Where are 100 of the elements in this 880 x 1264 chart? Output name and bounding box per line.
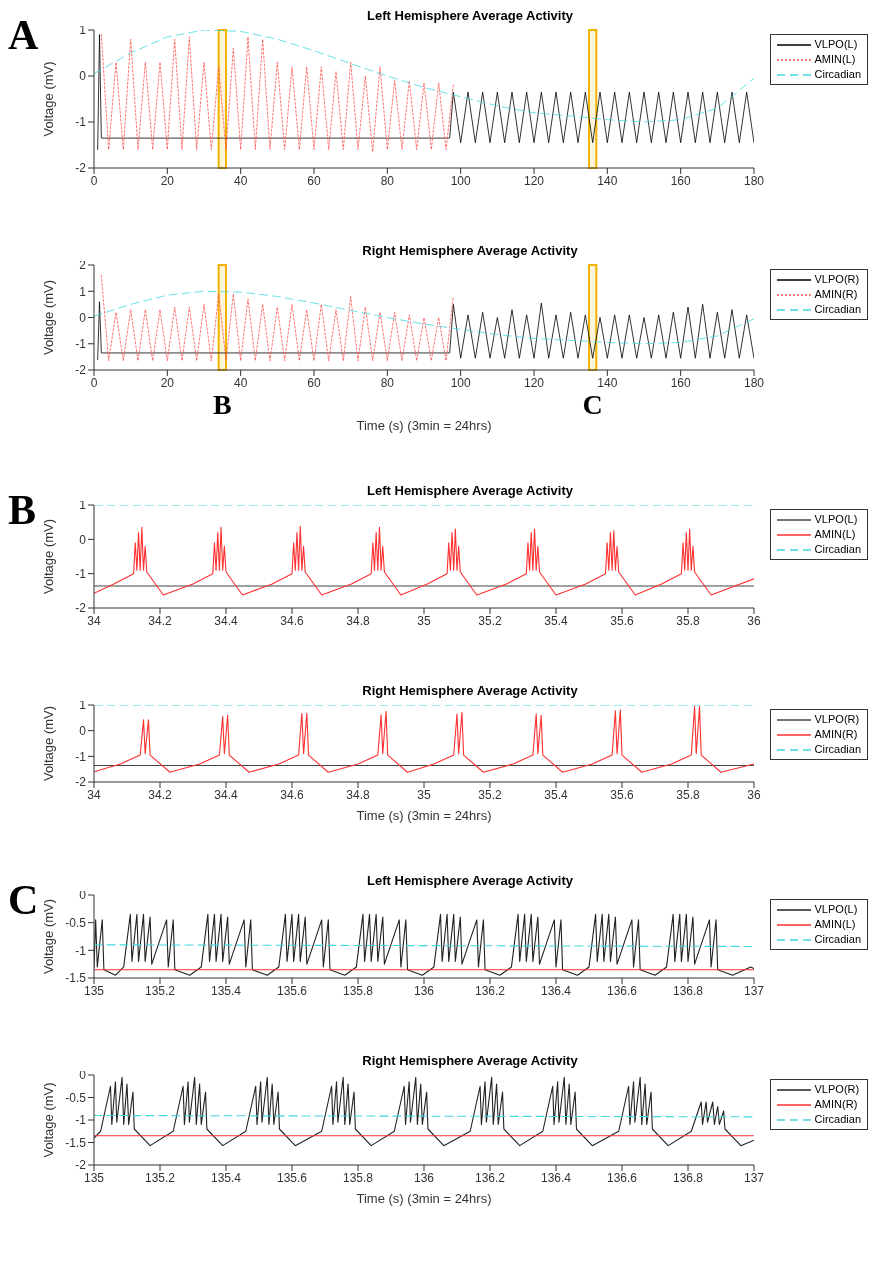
legend-label: AMIN(L) [814,527,856,542]
x-tick-label: 35.4 [544,613,568,628]
x-tick-label: 100 [450,375,471,390]
x-tick-label: 34.2 [148,613,172,628]
x-tick-label: 135 [83,983,105,998]
y-tick-label: -1 [75,115,87,130]
x-tick-label: 136.2 [474,983,506,998]
x-tick-label: 34.6 [280,613,304,628]
band-label: C [582,389,603,420]
text: A [8,12,39,58]
y-tick-label: -1.5 [65,971,87,986]
x-tick-label: 180 [743,375,765,390]
y-tick-label: 0 [79,888,87,903]
x-tick-label: 160 [670,375,691,390]
x-tick-label: 120 [523,375,545,390]
x-tick-label: 135.6 [276,1170,308,1185]
y-tick-label: 0 [79,532,87,547]
x-tick-label: 137 [743,983,765,998]
chart-title: Right Hemisphere Average Activity [362,683,578,698]
x-tick-label: 0 [90,375,98,390]
y-tick-label: -2 [75,161,87,176]
x-tick-label: 80 [380,173,395,188]
line-series [97,301,754,360]
x-tick-label: 60 [307,375,321,390]
line-series [94,30,754,123]
y-tick-label: -1 [75,337,87,352]
line-series [94,290,754,345]
y-axis-title: Voltage (mV) [40,898,56,975]
x-tick-label: 140 [597,173,618,188]
x-tick-label: 136.2 [474,1170,506,1185]
x-tick-label: 136.6 [606,1170,638,1185]
chart-title: Right Hemisphere Average Activity [362,1053,578,1068]
x-axis-title: Time (s) (3min = 24hrs) [356,1191,492,1206]
x-tick-label: 136.8 [672,983,704,998]
x-tick-label: 34.4 [214,613,238,628]
x-tick-label: 35.4 [544,787,568,802]
y-tick-label: 1 [79,698,87,713]
x-tick-label: 135.8 [342,1170,374,1185]
x-tick-label: 35.6 [610,613,634,628]
x-tick-label: 40 [233,375,248,390]
legend-label: VLPO(R) [814,272,860,287]
y-tick-label: -1 [75,749,87,764]
chart-title: Left Hemisphere Average Activity [367,8,573,23]
y-axis-title: Voltage (mV) [40,518,56,595]
y-tick-label: 0 [79,310,87,325]
y-axis-title: Voltage (mV) [40,279,56,356]
y-tick-label: -0.5 [65,915,87,930]
x-tick-label: 34.2 [148,787,172,802]
y-tick-label: 0 [79,69,87,84]
x-axis-title: Time (s) (3min = 24hrs) [356,808,492,823]
x-tick-label: 80 [380,375,395,390]
y-tick-label: 0 [79,723,87,738]
legend-label: VLPO(L) [814,512,858,527]
x-tick-label: 34.8 [346,613,370,628]
x-tick-label: 20 [160,375,175,390]
legend-label: Circadian [814,742,861,757]
x-tick-label: 135 [83,1170,105,1185]
x-tick-label: 20 [160,173,175,188]
text: C [8,877,39,923]
x-tick-label: 36 [747,613,761,628]
x-tick-label: 120 [523,173,545,188]
y-axis-title: Voltage (mV) [40,61,56,137]
x-tick-label: 35.8 [676,613,700,628]
y-tick-label: 1 [79,498,87,513]
x-tick-label: 35.2 [478,613,502,628]
legend-label: Circadian [814,542,861,557]
y-tick-label: -1 [75,1113,87,1128]
legend-label: AMIN(R) [814,287,858,302]
x-tick-label: 35 [417,787,431,802]
line-series [94,705,754,773]
line-series [100,275,454,362]
x-tick-label: 35.8 [676,787,700,802]
x-tick-label: 35.6 [610,787,634,802]
x-tick-label: 35.2 [478,787,502,802]
y-tick-label: 1 [79,23,87,38]
legend-label: Circadian [814,302,861,317]
y-tick-label: 2 [79,258,87,273]
y-axis-title: Voltage (mV) [40,705,56,782]
x-axis-title: Time (s) (3min = 24hrs) [356,418,492,433]
x-tick-label: 160 [670,173,691,188]
y-tick-label: 1 [79,284,87,299]
line-series [94,1076,754,1147]
x-tick-label: 0 [90,173,98,188]
x-tick-label: 40 [233,173,248,188]
legend-label: VLPO(L) [814,902,858,917]
x-tick-label: 135.4 [210,1170,242,1185]
y-tick-label: -1.5 [65,1135,87,1150]
legend-label: AMIN(L) [814,52,856,67]
x-tick-label: 35 [417,613,431,628]
legend-label: AMIN(R) [814,727,858,742]
band-label: B [212,389,232,420]
y-tick-label: 0 [79,1068,87,1083]
y-tick-label: -0.5 [65,1090,87,1105]
x-tick-label: 34.8 [346,787,370,802]
x-tick-label: 136.4 [540,983,572,998]
x-tick-label: 137 [743,1170,765,1185]
x-tick-label: 135.6 [276,983,308,998]
chart-title: Left Hemisphere Average Activity [367,873,573,888]
x-tick-label: 135.2 [144,983,176,998]
legend-label: Circadian [814,1112,861,1127]
